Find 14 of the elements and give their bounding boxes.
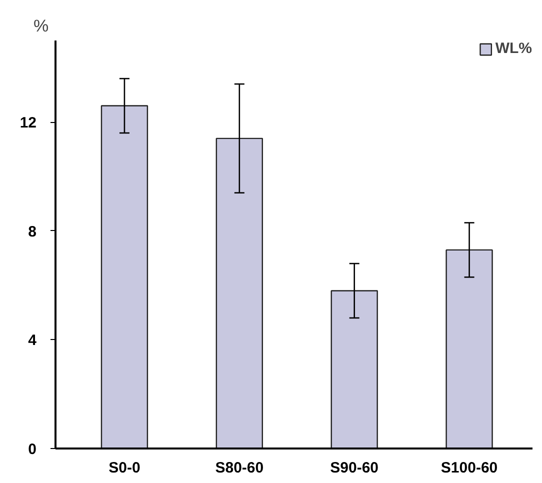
y-tick-label: 12: [20, 114, 37, 132]
y-axis-title: %: [34, 16, 49, 36]
bar: [216, 138, 263, 448]
legend-label: WL%: [495, 40, 532, 57]
bar: [330, 290, 378, 448]
x-tick-label: S100-60: [440, 460, 498, 476]
bar: [100, 105, 148, 448]
y-tick-label: 4: [28, 332, 38, 350]
bar: [446, 249, 493, 448]
y-tick-label: 0: [28, 441, 36, 458]
x-tick-label: S0-0: [108, 460, 140, 476]
x-tick-label: S90-60: [330, 460, 379, 476]
x-tick-label: S80-60: [215, 460, 264, 476]
y-tick-label: 8: [28, 223, 36, 240]
